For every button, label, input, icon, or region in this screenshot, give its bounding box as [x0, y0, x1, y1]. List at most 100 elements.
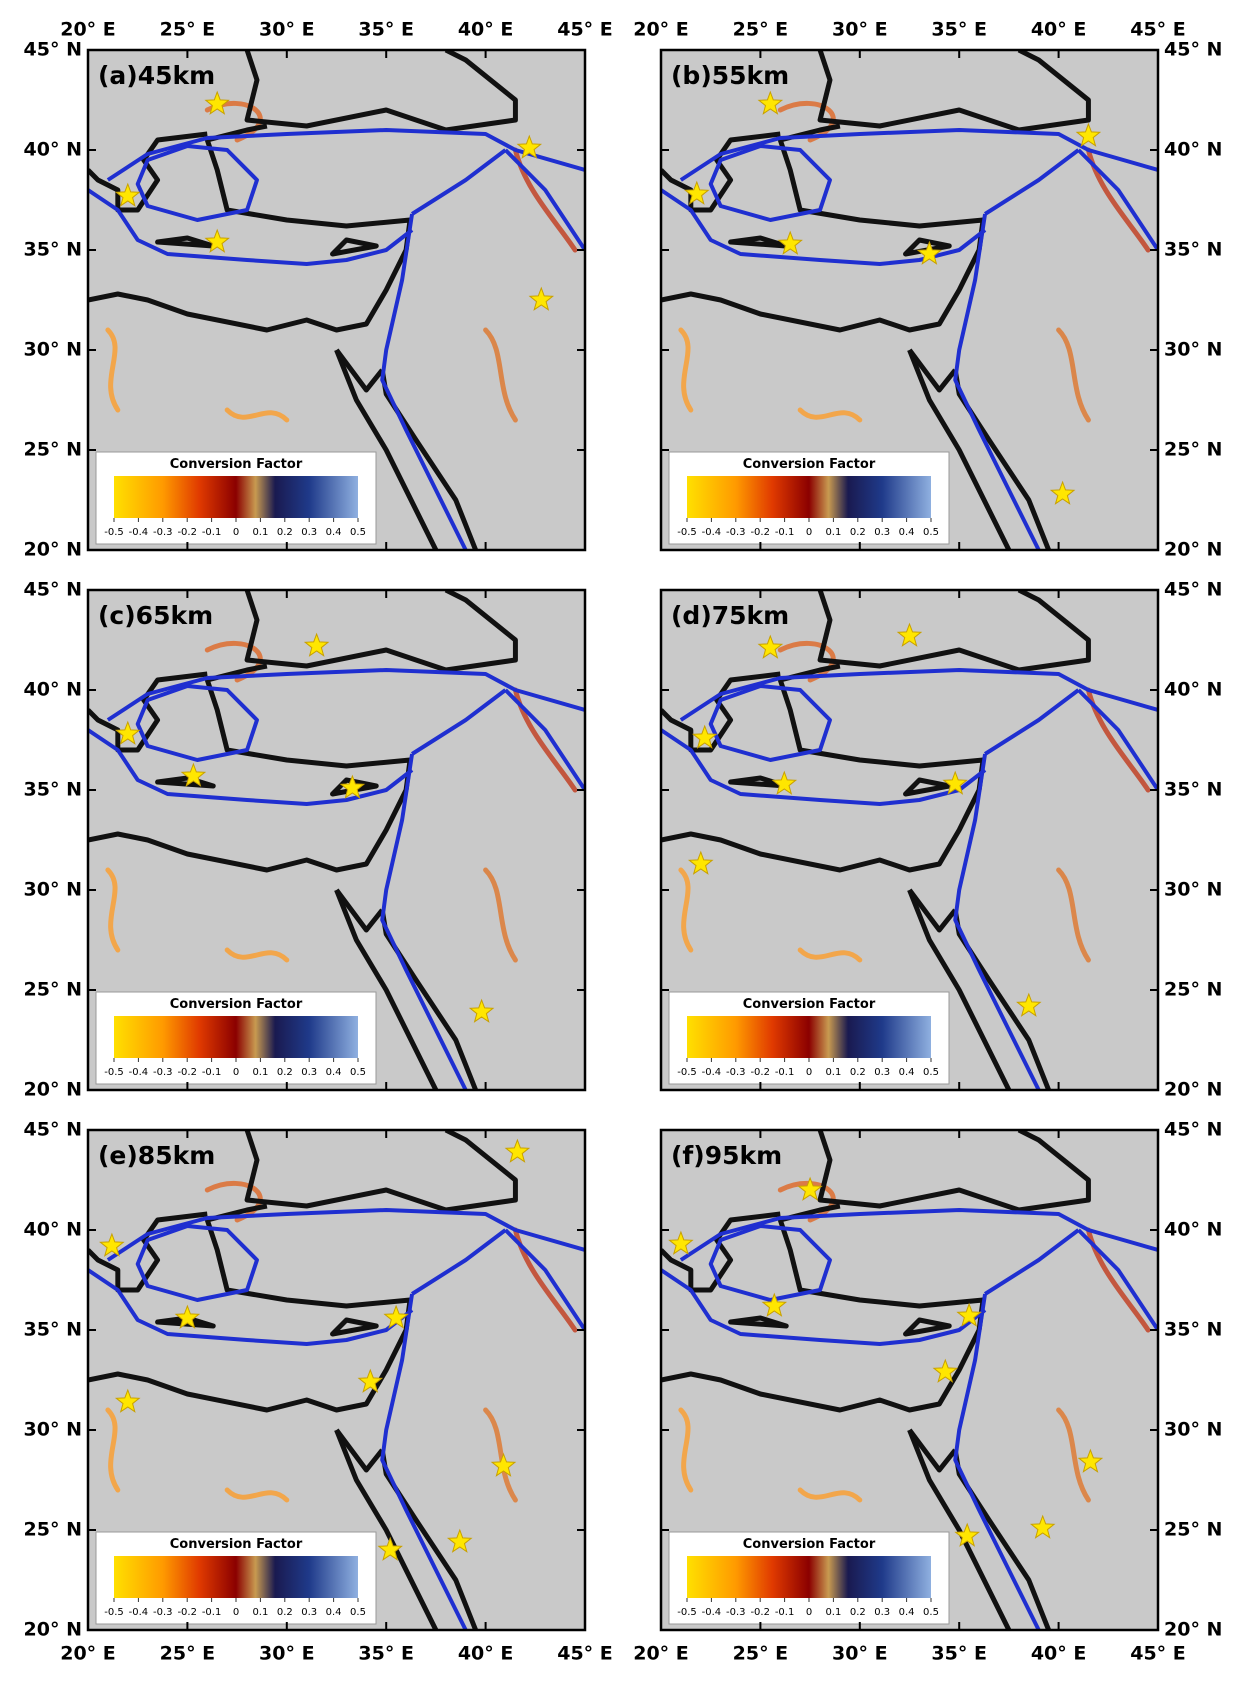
- star: [687, 850, 714, 875]
- colorbar-tick-label: -0.2: [750, 527, 770, 538]
- panel-label: (f)95km: [671, 1141, 782, 1170]
- star: [204, 90, 230, 115]
- map-panel: (f)95km Conversion Factor -0.5 -0.4 -0.3 -0.2…: [633, 1119, 1222, 1665]
- y-tick-label: 45° N: [1164, 579, 1222, 601]
- map-panel: (b)55km Conversion Factor -0.5 -0.4 -0.3 -0.2…: [633, 19, 1222, 561]
- y-tick-label: 40° N: [24, 1219, 82, 1241]
- colorbar-tick-label: 0.4: [326, 527, 342, 538]
- y-tick-label: 40° N: [1164, 679, 1222, 701]
- y-tick-label: 40° N: [1164, 139, 1222, 161]
- colorbar-tick-label: 0.4: [899, 527, 915, 538]
- x-tick-label: 20° E: [60, 1643, 116, 1665]
- map-panel: (d)75km Conversion Factor -0.5 -0.4 -0.3 -0.2…: [659, 579, 1222, 1101]
- colorbar-tick-label: 0.2: [850, 1607, 866, 1618]
- colorbar-tick-label: -0.1: [775, 1067, 795, 1078]
- star: [114, 720, 141, 745]
- panel-label: (b)55km: [671, 61, 789, 90]
- x-tick-label: 45° E: [557, 1643, 613, 1665]
- star: [303, 632, 330, 657]
- colorbar-tick-label: -0.3: [153, 1067, 173, 1078]
- colorbar-tick-label: 0.5: [350, 1607, 366, 1618]
- colorbar-tick-label: 0.3: [301, 1607, 317, 1618]
- y-tick-label: 30° N: [24, 1419, 82, 1441]
- colorbar-tick-label: 0.1: [825, 1607, 841, 1618]
- colorbar-tick-label: -0.4: [702, 1607, 722, 1618]
- colorbar-tick-label: -0.2: [750, 1067, 770, 1078]
- x-tick-label: 45° E: [1130, 1643, 1186, 1665]
- colorbar: [114, 1016, 358, 1058]
- star: [896, 622, 923, 647]
- star: [757, 90, 784, 115]
- star: [357, 1368, 384, 1393]
- colorbar-tick-label: 0.2: [277, 527, 293, 538]
- colorbar-tick-label: -0.4: [702, 1067, 722, 1078]
- colorbar: [687, 476, 931, 518]
- star: [1075, 122, 1102, 147]
- colorbar-tick-label: -0.1: [202, 527, 222, 538]
- colorbar-tick-label: -0.4: [129, 1607, 149, 1618]
- star: [942, 770, 968, 795]
- y-tick-label: 20° N: [1164, 1619, 1222, 1641]
- star: [1077, 1448, 1104, 1473]
- colorbar-tick-label: 0.2: [277, 1067, 293, 1078]
- colorbar-tick-label: -0.1: [775, 1607, 795, 1618]
- colorbar-title: Conversion Factor: [743, 997, 876, 1012]
- star: [383, 1304, 409, 1329]
- star: [761, 1292, 788, 1317]
- star: [528, 286, 555, 311]
- colorbar-tick-label: -0.3: [726, 1607, 746, 1618]
- star: [916, 240, 943, 265]
- map-frame: [659, 1128, 1160, 1632]
- star: [180, 762, 207, 787]
- star: [932, 1358, 959, 1383]
- colorbar-tick-label: -0.5: [677, 1067, 697, 1078]
- x-tick-label: 30° E: [259, 19, 315, 41]
- x-tick-label: 45° E: [1130, 19, 1186, 41]
- colorbar-title: Conversion Factor: [170, 457, 303, 472]
- star: [339, 774, 366, 799]
- y-tick-label: 35° N: [24, 779, 82, 801]
- colorbar: [687, 1016, 931, 1058]
- colorbar-tick-label: -0.4: [129, 1067, 149, 1078]
- colorbar-tick-label: 0.3: [874, 1607, 890, 1618]
- colorbar-tick-label: 0: [233, 1067, 239, 1078]
- y-tick-label: 35° N: [24, 239, 82, 261]
- colorbar: [114, 1556, 358, 1598]
- star: [956, 1302, 982, 1327]
- map-frame: [659, 588, 1160, 1092]
- colorbar-tick-label: 0.2: [277, 1607, 293, 1618]
- star: [684, 180, 710, 205]
- y-tick-label: 30° N: [1164, 879, 1222, 901]
- colorbar-tick-label: -0.1: [202, 1067, 222, 1078]
- map-panel: (e)85km Conversion Factor -0.5 -0.4 -0.3 -0.2…: [24, 1119, 613, 1665]
- colorbar-tick-label: 0.1: [252, 1607, 268, 1618]
- star: [504, 1138, 531, 1163]
- y-tick-label: 45° N: [1164, 1119, 1222, 1141]
- colorbar: [687, 1556, 931, 1598]
- colorbar-tick-label: 0: [806, 1607, 812, 1618]
- x-tick-label: 30° E: [832, 1643, 888, 1665]
- y-tick-label: 45° N: [24, 579, 82, 601]
- y-tick-label: 35° N: [1164, 1319, 1222, 1341]
- x-tick-label: 40° E: [1031, 19, 1087, 41]
- x-tick-label: 20° E: [633, 19, 689, 41]
- y-tick-label: 25° N: [24, 439, 82, 461]
- star: [114, 182, 141, 207]
- colorbar-tick-label: -0.3: [153, 1607, 173, 1618]
- colorbar-tick-label: 0.4: [899, 1067, 915, 1078]
- star: [757, 634, 784, 659]
- x-tick-label: 20° E: [633, 1643, 689, 1665]
- colorbar-title: Conversion Factor: [743, 457, 876, 472]
- colorbar-tick-label: -0.5: [677, 1607, 697, 1618]
- x-tick-label: 30° E: [259, 1643, 315, 1665]
- colorbar-tick-label: -0.2: [177, 527, 197, 538]
- x-tick-label: 25° E: [160, 19, 216, 41]
- star: [377, 1536, 403, 1561]
- x-tick-label: 35° E: [931, 19, 987, 41]
- colorbar-tick-label: 0.3: [301, 1067, 317, 1078]
- colorbar-tick-label: -0.2: [177, 1067, 197, 1078]
- colorbar-tick-label: -0.4: [702, 527, 722, 538]
- colorbar-tick-label: 0.1: [825, 527, 841, 538]
- colorbar-tick-label: -0.1: [202, 1607, 222, 1618]
- colorbar-tick-label: 0.4: [899, 1607, 915, 1618]
